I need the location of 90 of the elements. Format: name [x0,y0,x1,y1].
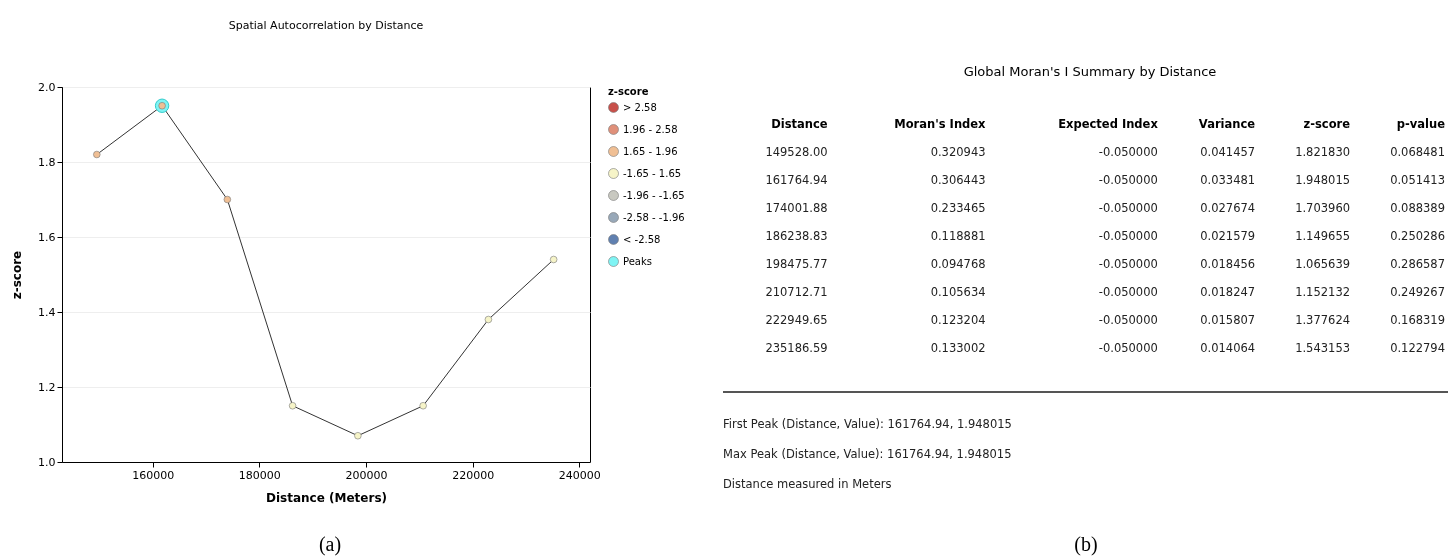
text: Expected Index [1057,116,1158,133]
text: 174001.88 [764,200,828,217]
text: 0.250286 [1389,228,1445,245]
legend-label: < -2.58 [623,233,661,245]
text: 0.233465 [929,200,986,217]
text: (a) [318,533,342,556]
text: First Peak (Distance, Value): 161764.94, 1.948015 [723,417,1012,431]
text: 0.033481 [1199,172,1256,189]
text: 1.152132 [1294,284,1351,301]
point [419,402,427,410]
text: Moran's Index [893,116,986,133]
text: 0.286587 [1389,256,1445,273]
text: 0.320943 [929,144,986,161]
chart-title: Spatial Autocorrelation by Distance [228,19,424,32]
text: 0.051413 [1389,172,1445,189]
text: 222949.65 [764,312,828,329]
text: 1.377624 [1294,312,1351,329]
legend-title: z-score [608,86,649,97]
legend-label: Peaks [623,255,652,267]
text: 149528.00 [764,144,828,161]
text: Global Moran's I Summary by Distance [962,64,1218,79]
x-tick-label: 180000 [238,468,281,482]
text: Max Peak (Distance, Value): 161764.94, 1.948015 [723,447,1012,461]
text: 186238.83 [764,228,828,245]
y-tick-label: 1.6 [38,230,56,244]
point [550,255,558,264]
text: 0.133002 [929,340,986,357]
legend-label: 1.96 - 2.58 [623,123,678,135]
legend-label: -2.58 - -1.96 [623,211,685,223]
text: 1.703960 [1294,200,1351,217]
point [354,432,362,440]
text: 198475.77 [764,256,828,273]
text: -0.050000 [1097,340,1158,357]
text: 0.306443 [929,172,986,189]
y-tick-label: 1.2 [38,380,56,394]
text: -0.050000 [1097,200,1158,217]
text: 1.543153 [1294,340,1351,357]
text: -0.050000 [1097,256,1158,273]
text: 0.018456 [1199,256,1256,273]
text: 0.094768 [929,256,986,273]
text: 0.249267 [1389,284,1445,301]
text: Variance [1197,116,1256,133]
point [223,195,231,204]
y-tick-label: 1.4 [38,305,56,319]
text: Distance measured in Meters [723,477,892,491]
text: 161764.94 [764,172,828,189]
text: 235186.59 [764,340,828,357]
legend-label: 1.65 - 1.96 [623,145,678,157]
text: z-score [1302,116,1351,133]
text: -0.050000 [1097,228,1158,245]
y-axis-title: z-score [10,250,25,300]
text: p-value [1395,116,1445,133]
legend-label: > 2.58 [623,101,657,113]
x-tick-label: 240000 [558,468,601,482]
text: -0.050000 [1097,144,1158,161]
x-tick-label: 220000 [452,468,495,482]
point [484,315,493,324]
text: 1.948015 [1294,172,1351,189]
text: (b) [1074,533,1098,556]
legend-label: -1.65 - 1.65 [623,167,682,179]
text: 0.015807 [1199,312,1256,329]
text: 210712.71 [764,284,828,301]
text: 0.018247 [1199,284,1256,301]
y-tick-label: 1.0 [38,455,56,469]
x-tick-label: 200000 [345,468,388,482]
text: 1.149655 [1294,228,1351,245]
text: 1.065639 [1294,256,1351,273]
text: Distance [770,116,828,133]
text: 1.821830 [1294,144,1351,161]
text: 0.014064 [1199,340,1256,357]
text: 0.021579 [1199,228,1256,245]
x-tick-label: 160000 [132,468,175,482]
text: 0.122794 [1389,340,1445,357]
text: 0.068481 [1389,144,1445,161]
text: 0.168319 [1389,312,1445,329]
text: 0.118881 [929,228,986,245]
text: 0.123204 [929,312,986,329]
text: -0.050000 [1097,312,1158,329]
y-tick-label: 1.8 [38,155,56,169]
text: -0.050000 [1097,284,1158,301]
y-tick-label: 2.0 [38,80,56,94]
x-axis-title: Distance (Meters) [265,490,388,505]
text: 0.088389 [1389,200,1445,217]
text: 0.027674 [1199,200,1256,217]
point [288,402,297,410]
point [93,150,101,159]
legend-label: -1.96 - -1.65 [623,189,685,201]
text: 0.105634 [929,284,986,301]
text: -0.050000 [1097,172,1158,189]
text: 0.041457 [1199,144,1256,161]
